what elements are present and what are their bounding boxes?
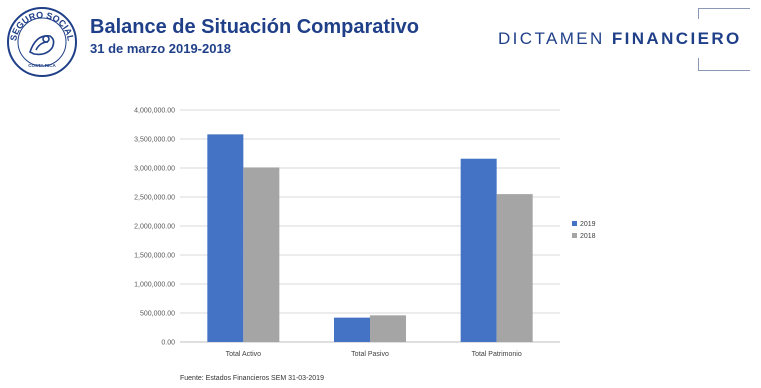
- brand-label: DICTAMEN FINANCIERO: [498, 29, 742, 49]
- y-tick-label: 1,500,000.00: [134, 253, 175, 260]
- y-tick-label: 1,000,000.00: [134, 282, 175, 289]
- bar-2018: [370, 315, 406, 342]
- logo-text-bottom: COSTA RICA: [28, 63, 56, 68]
- x-tick-label: Total Pasivo: [351, 351, 389, 358]
- y-tick-label: 0.00: [161, 340, 175, 347]
- page-subtitle: 31 de marzo 2019-2018: [90, 41, 231, 56]
- bar-2018: [496, 194, 533, 342]
- y-tick-label: 500,000.00: [140, 311, 175, 318]
- y-tick-label: 3,500,000.00: [134, 137, 175, 144]
- brand-bold: FINANCIERO: [611, 29, 742, 48]
- bar-2018: [243, 167, 280, 342]
- legend-label: 2018: [580, 233, 596, 240]
- bar-2019: [460, 158, 497, 342]
- bracket-decoration: [698, 8, 699, 19]
- y-tick-label: 2,500,000.00: [134, 195, 175, 202]
- bar-2019: [207, 134, 244, 342]
- y-tick-label: 4,000,000.00: [134, 108, 175, 115]
- brand-light: DICTAMEN: [498, 29, 605, 48]
- bracket-decoration: [698, 70, 750, 71]
- bracket-decoration: [698, 58, 699, 70]
- bracket-decoration: [698, 8, 750, 9]
- y-tick-label: 3,000,000.00: [134, 166, 175, 173]
- page-title: Balance de Situación Comparativo: [90, 16, 419, 38]
- legend-label: 2019: [580, 221, 596, 228]
- x-tick-label: Total Activo: [226, 351, 262, 358]
- y-tick-label: 2,000,000.00: [134, 224, 175, 231]
- bar-2019: [334, 317, 370, 342]
- logo-emblem: [29, 35, 55, 56]
- legend-swatch: [572, 221, 577, 226]
- source-note: Fuente: Estados Financieros SEM 31-03-20…: [180, 375, 324, 382]
- seguro-social-logo: SEGURO SOCIAL COSTA RICA: [7, 7, 77, 77]
- x-tick-label: Total Patrimonio: [472, 351, 522, 358]
- legend-swatch: [572, 233, 577, 238]
